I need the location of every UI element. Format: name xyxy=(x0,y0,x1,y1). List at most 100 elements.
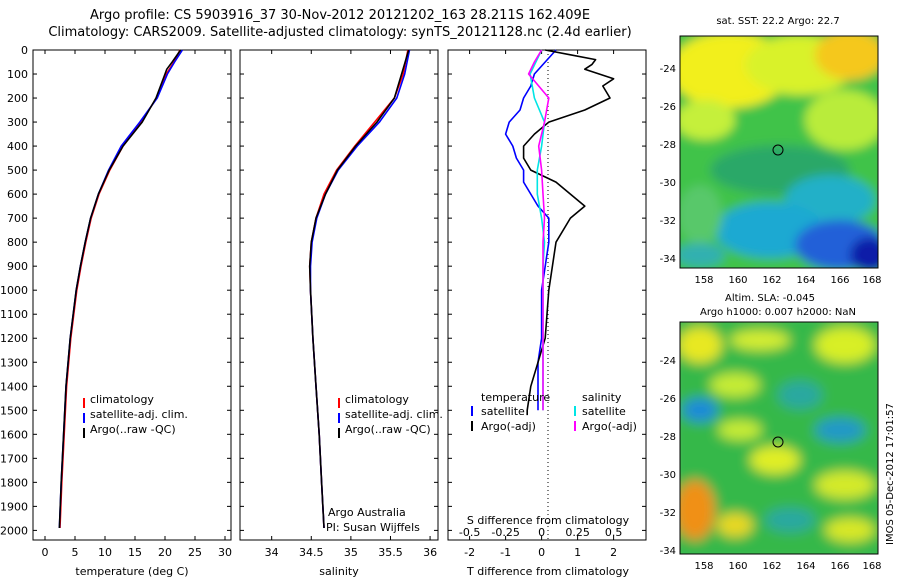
depth-tick-label: 1800 xyxy=(0,476,28,489)
x-tick-label: 1 xyxy=(574,546,581,559)
sst-map-xticks: 158 160 162 164 166 168 xyxy=(694,275,881,286)
depth-tick-label: 1400 xyxy=(0,380,28,393)
depth-tick-label: 600 xyxy=(7,188,28,201)
sst-map-image xyxy=(680,36,878,268)
x-tick-label: 36 xyxy=(423,546,437,559)
sst-xtick: 164 xyxy=(796,275,815,286)
series-line xyxy=(58,49,182,529)
legend-climatology: climatology xyxy=(90,393,154,406)
legend-temp-satellite: satellite xyxy=(481,405,525,418)
sst-ytick: -28 xyxy=(660,140,676,151)
series-line xyxy=(309,49,411,529)
sla-xtick: 160 xyxy=(728,561,747,572)
depth-tick-label: 100 xyxy=(7,68,28,81)
sla-ytick: -24 xyxy=(660,356,676,367)
depth-tick-label: 0 xyxy=(21,44,28,57)
s-diff-tick-label: 0.25 xyxy=(565,526,590,539)
sla-map-frame xyxy=(679,321,879,555)
s-difference-axis-label: S difference from climatology xyxy=(467,514,630,527)
sst-ytick: -26 xyxy=(660,102,676,113)
temperature-panel: 0100200300400500600700800900100011001200… xyxy=(0,44,232,578)
x-tick-label: 0 xyxy=(42,546,49,559)
x-tick-label: 25 xyxy=(188,546,202,559)
legend-sal-satellite: satellite xyxy=(582,405,626,418)
sst-xtick: 158 xyxy=(694,275,713,286)
sla-xtick: 162 xyxy=(762,561,781,572)
sst-xtick: 162 xyxy=(762,275,781,286)
sla-ytick: -26 xyxy=(660,394,676,405)
salinity-panel: 34 34.5 35 35.5 36 salinity climatology sate… xyxy=(239,49,443,578)
legend-climatology: climatology xyxy=(345,393,409,406)
legend-argo-raw: Argo(..raw -QC) xyxy=(345,423,431,436)
difference-panel: -2 -1 0 1 2 -0.5 -0.25 0 0.25 0.5 T difference fr… xyxy=(447,49,647,578)
depth-tick-label: 1700 xyxy=(0,452,28,465)
s-diff-tick-label: -0.5 xyxy=(459,526,480,539)
sst-argo-location-marker xyxy=(772,144,784,156)
s-diff-tick-label: 0 xyxy=(538,526,545,539)
imos-timestamp: IMOS 05-Dec-2012 17:01:57 xyxy=(885,403,896,545)
sla-ytick: -28 xyxy=(660,432,676,443)
x-tick-label: 30 xyxy=(218,546,232,559)
depth-tick-label: 900 xyxy=(7,260,28,273)
depth-tick-label: 800 xyxy=(7,236,28,249)
series-line xyxy=(308,49,410,529)
sst-map-yticks: -24 -26 -28 -30 -32 -34 xyxy=(660,64,676,265)
legend-temp-argo: Argo(-adj) xyxy=(481,420,536,433)
x-tick-label: 5 xyxy=(72,546,79,559)
sla-map-yticks: -24 -26 -28 -30 -32 -34 xyxy=(660,356,676,557)
sla-map-xticks: 158 160 162 164 166 168 xyxy=(694,561,881,572)
depth-tick-label: 1300 xyxy=(0,356,28,369)
x-tick-label: 35 xyxy=(344,546,358,559)
legend-sal-argo: Argo(-adj) xyxy=(582,420,637,433)
sla-map-image xyxy=(680,322,878,554)
x-tick-label: 10 xyxy=(98,546,112,559)
s-diff-tick-label: 0.5 xyxy=(605,526,623,539)
sst-map-panel: sat. SST: 22.2 Argo: 22.7 -24 - xyxy=(660,16,882,286)
depth-tick-label: 1100 xyxy=(0,308,28,321)
depth-tick-label: 1900 xyxy=(0,500,28,513)
t-difference-axis-label: T difference from climatology xyxy=(466,565,629,578)
sla-ytick: -34 xyxy=(660,546,676,557)
series-line xyxy=(504,49,557,411)
s-diff-tick-label: -0.25 xyxy=(491,526,519,539)
sst-map-frame xyxy=(679,35,879,269)
series-line xyxy=(308,49,409,529)
sla-ytick: -30 xyxy=(660,470,676,481)
sla-xtick: 166 xyxy=(830,561,849,572)
temperature-plot-frame xyxy=(32,49,232,541)
sla-argo-location-marker xyxy=(772,436,784,448)
depth-tick-label: 1000 xyxy=(0,284,28,297)
legend-satellite-adj: satellite-adj. clim. xyxy=(345,408,443,421)
sla-xtick: 164 xyxy=(796,561,815,572)
title-line-1: Argo profile: CS 5903916_37 30-Nov-2012 … xyxy=(90,8,590,23)
temperature-legend: climatology satellite-adj. clim. Argo(..… xyxy=(83,393,188,438)
series-line xyxy=(59,49,181,529)
x-tick-label: -2 xyxy=(464,546,475,559)
sst-xtick: 160 xyxy=(728,275,747,286)
depth-tick-label: 700 xyxy=(7,212,28,225)
legend-argo-raw: Argo(..raw -QC) xyxy=(90,423,176,436)
depth-tick-label: 2000 xyxy=(0,524,28,537)
pi-label: PI: Susan Wijffels xyxy=(326,521,420,534)
sst-ytick: -24 xyxy=(660,64,676,75)
sst-ytick: -32 xyxy=(660,216,676,227)
x-tick-label: 35.5 xyxy=(378,546,403,559)
salinity-legend: climatology satellite-adj. clim. Argo(..… xyxy=(338,393,443,438)
sst-ytick: -30 xyxy=(660,178,676,189)
title-line-2: Climatology: CARS2009. Satellite-adjuste… xyxy=(48,25,631,40)
difference-legend: temperature satellite Argo(-adj) salinit… xyxy=(471,391,637,433)
legend-salinity-title: salinity xyxy=(582,391,622,404)
depth-tick-label: 1500 xyxy=(0,404,28,417)
sst-ytick: -34 xyxy=(660,254,676,265)
sst-xtick: 168 xyxy=(862,275,881,286)
series-line xyxy=(58,49,184,529)
legend-satellite-adj: satellite-adj. clim. xyxy=(90,408,188,421)
sla-map-title-2: Argo h1000: 0.007 h2000: NaN xyxy=(700,307,856,318)
x-tick-label: 34.5 xyxy=(299,546,324,559)
sla-map-title-1: Altim. SLA: -0.045 xyxy=(725,293,815,304)
sst-xtick: 166 xyxy=(830,275,849,286)
sla-xtick: 158 xyxy=(694,561,713,572)
depth-tick-label: 300 xyxy=(7,116,28,129)
depth-tick-label: 1600 xyxy=(0,428,28,441)
